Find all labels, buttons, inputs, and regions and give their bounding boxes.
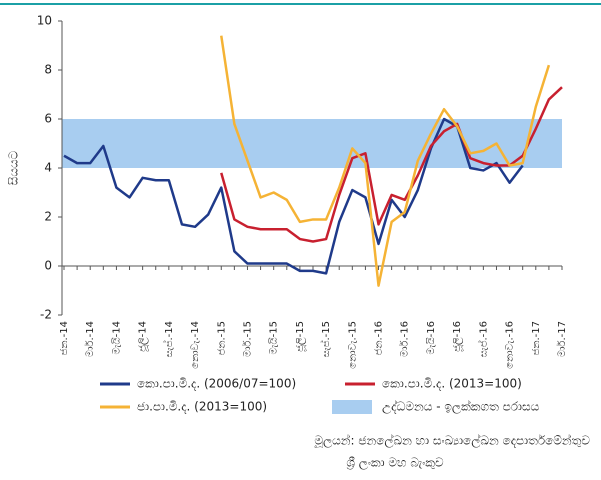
y-tick-label: -2 xyxy=(40,308,52,322)
legend-label: ජා.පා.මි.ද. (2013=100) xyxy=(137,400,267,414)
x-tick-label: මැයි-16 xyxy=(426,321,437,355)
x-tick-label: නොවැ.-15 xyxy=(347,321,358,369)
source: ශ්‍රී ලංකා මහ බැංකුව xyxy=(346,456,444,471)
x-tick-label: සැප්.-14 xyxy=(162,321,175,357)
x-tick-label: මාර්.-17 xyxy=(556,321,568,357)
legend-swatch xyxy=(332,400,372,414)
y-tick-label: 8 xyxy=(44,63,52,77)
source: මූලයන්: ජනලේඛන හා සංඛ්‍යාලේඛන දෙපාර්තමේන… xyxy=(314,433,590,448)
legend-label: කො.පා.මි.ද. (2013=100) xyxy=(382,377,522,391)
y-tick-label: 4 xyxy=(44,161,52,175)
x-tick-label: ජන.-16 xyxy=(374,321,385,355)
x-tick-label: මාර්.-15 xyxy=(241,321,253,357)
legend-label: කො.පා.මි.ද. (2006/07=100) xyxy=(137,377,296,391)
x-tick-label: මැයි-15 xyxy=(269,321,280,355)
y-axis-label: සියයට xyxy=(7,150,21,185)
y-tick-label: 10 xyxy=(37,14,52,28)
series-line xyxy=(220,35,551,287)
series-line xyxy=(220,86,563,243)
x-tick-label: නොවැ.-14 xyxy=(190,321,201,369)
target-band xyxy=(62,119,562,168)
x-tick-label: ජන.-14 xyxy=(59,321,70,355)
series-line xyxy=(63,117,524,275)
y-tick-label: 0 xyxy=(44,259,52,273)
x-tick-label: සැප්.-16 xyxy=(476,321,489,357)
x-tick-label: මැයි-14 xyxy=(111,321,122,355)
x-tick-label: නොවැ.-16 xyxy=(505,321,516,369)
y-tick-label: 2 xyxy=(44,210,52,224)
x-tick-label: ජූලි-15 xyxy=(295,321,306,352)
x-tick-label: ජූලි-16 xyxy=(452,321,463,352)
x-tick-label: ජන.-17 xyxy=(531,321,542,355)
x-tick-label: සැප්.-15 xyxy=(319,321,332,357)
y-tick-label: 6 xyxy=(44,112,52,126)
x-tick-label: ජන.-15 xyxy=(216,321,227,355)
legend-label: උද්ධමනය - ඉලක්කගත පරාසය xyxy=(382,399,540,414)
x-tick-label: මාර්.-14 xyxy=(84,321,96,357)
x-tick-label: ජූලි-14 xyxy=(138,321,149,352)
x-tick-label: මාර්.-16 xyxy=(399,321,411,357)
